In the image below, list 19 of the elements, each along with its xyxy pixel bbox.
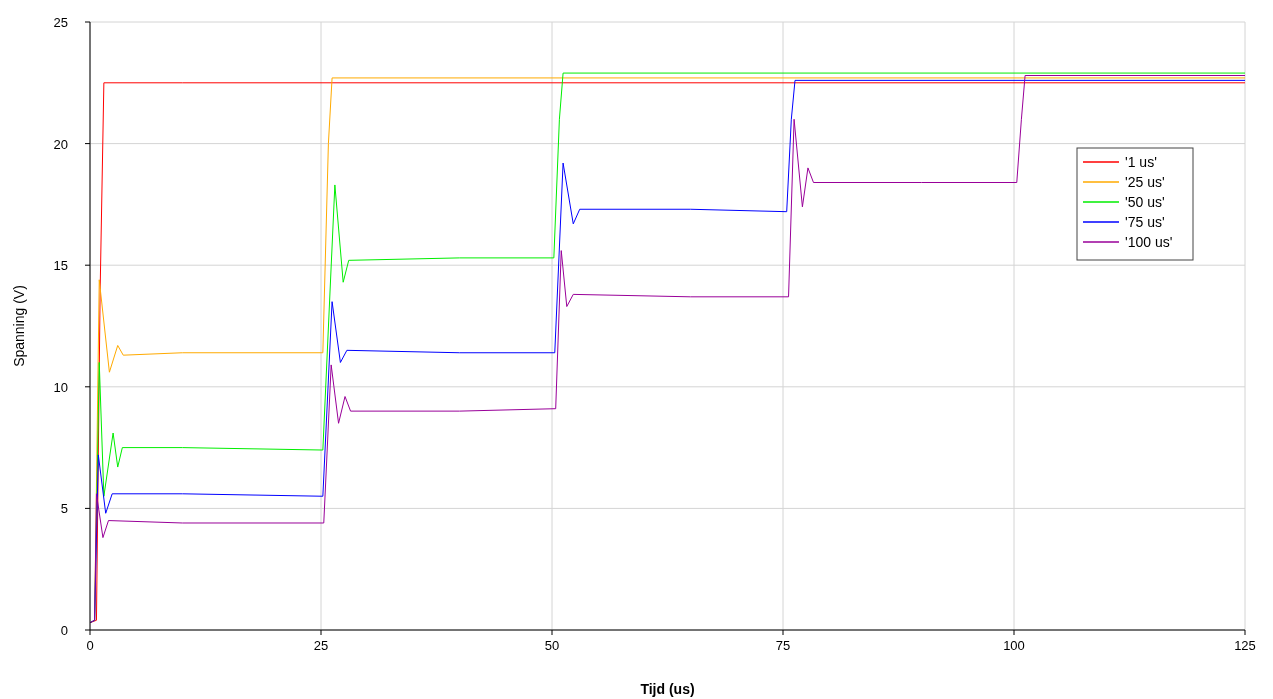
- y-tick-label: 15: [53, 258, 68, 274]
- x-tick-label: 125: [1234, 638, 1256, 653]
- x-axis-title: Tijd (us): [640, 681, 695, 697]
- x-tick-label: 75: [775, 638, 791, 653]
- x-tick-label: 100: [1003, 638, 1025, 653]
- x-tick-label: 50: [544, 638, 560, 653]
- legend-label: '100 us': [1125, 234, 1173, 250]
- y-axis-title: Spanning (V): [11, 285, 27, 367]
- x-tick-label: 25: [313, 638, 329, 653]
- legend-label: '50 us': [1125, 194, 1165, 210]
- x-tick-label: 0: [86, 638, 94, 653]
- y-tick-label: 10: [53, 379, 68, 395]
- y-tick-label: 5: [60, 501, 68, 517]
- y-tick-label: 25: [53, 15, 68, 30]
- legend-label: '1 us': [1125, 154, 1157, 170]
- y-tick-label: 0: [60, 623, 68, 638]
- legend-label: '25 us': [1125, 174, 1165, 190]
- y-tick-label: 20: [53, 136, 68, 152]
- legend-label: '75 us': [1125, 214, 1165, 230]
